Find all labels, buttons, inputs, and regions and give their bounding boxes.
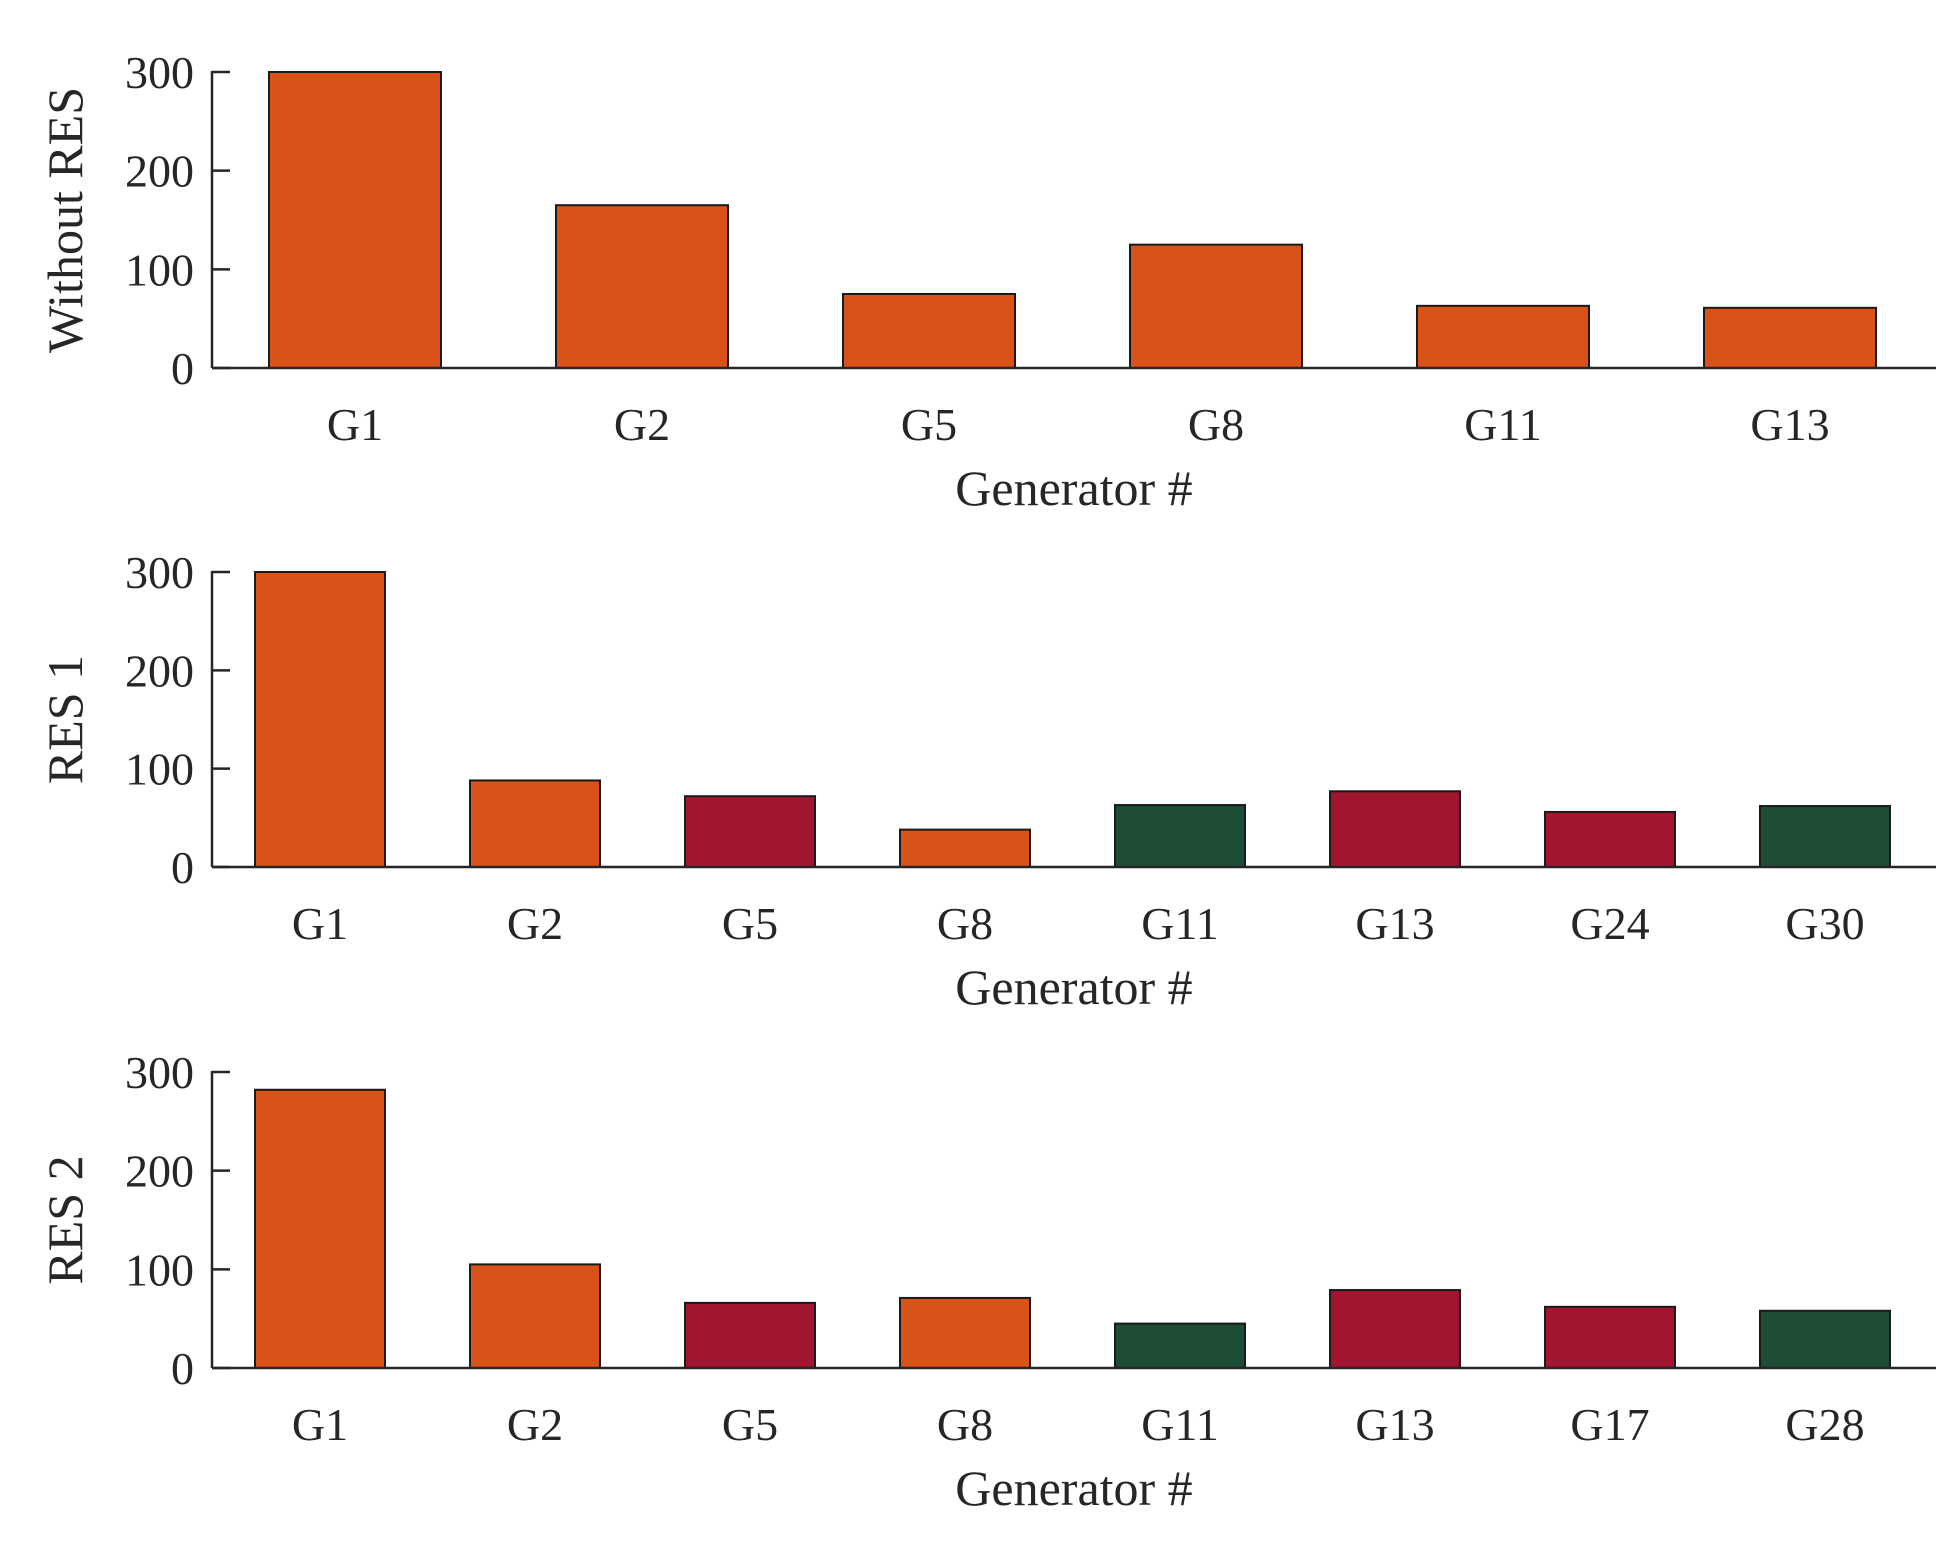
bar-g1 bbox=[268, 71, 442, 369]
bar-g8 bbox=[1129, 243, 1303, 370]
y-tick-label: 0 bbox=[171, 842, 194, 893]
x-tick-label: G28 bbox=[1785, 1399, 1864, 1450]
bar-g13 bbox=[1329, 1289, 1461, 1370]
bar-g1 bbox=[254, 571, 386, 868]
x-tick-label: G1 bbox=[292, 1399, 348, 1450]
y-tick-label: 200 bbox=[125, 146, 194, 197]
y-tick-label: 0 bbox=[171, 1343, 194, 1394]
bar-g1 bbox=[254, 1088, 386, 1369]
bar-g8 bbox=[899, 828, 1031, 869]
chart-panel-2: G1 G2 G5 G8 G11 G13 G24 G30 0 100 200 300 RES 1 Gener… bbox=[37, 547, 1936, 1015]
bar-g11 bbox=[1114, 804, 1246, 868]
x-tick-label: G2 bbox=[614, 399, 670, 450]
x-tick-label: G1 bbox=[327, 399, 383, 450]
y-axis-label: Without RES bbox=[37, 87, 93, 353]
y-tick-label: 300 bbox=[125, 1047, 194, 1098]
x-axis-label: Generator # bbox=[955, 1460, 1192, 1516]
bar-g5 bbox=[684, 795, 816, 869]
y-tick-label: 300 bbox=[125, 47, 194, 98]
bar-g11 bbox=[1114, 1322, 1246, 1369]
y-tick-label: 200 bbox=[125, 1146, 194, 1197]
x-tick-label: G30 bbox=[1785, 898, 1864, 949]
x-tick-label: G24 bbox=[1570, 898, 1649, 949]
x-tick-label: G8 bbox=[937, 1399, 993, 1450]
chart-panel-1: G1 G2 G5 G8 G11 G13 0 100 200 300 Without RES Gener… bbox=[37, 47, 1936, 516]
x-tick-label: G8 bbox=[1188, 399, 1244, 450]
y-tick-label: 300 bbox=[125, 547, 194, 598]
x-tick-label: G5 bbox=[722, 898, 778, 949]
x-tick-label: G2 bbox=[507, 1399, 563, 1450]
bar-g11 bbox=[1416, 304, 1590, 369]
bar-g28 bbox=[1759, 1309, 1891, 1369]
bar-g13 bbox=[1329, 790, 1461, 868]
bar-g24 bbox=[1544, 810, 1676, 869]
y-tick-label: 200 bbox=[125, 645, 194, 696]
x-tick-label: G13 bbox=[1355, 898, 1434, 949]
y-tick-label: 100 bbox=[125, 244, 194, 295]
x-axis-label: Generator # bbox=[955, 460, 1192, 516]
bar-g2 bbox=[469, 1263, 601, 1370]
x-tick-label: G11 bbox=[1464, 399, 1542, 450]
x-tick-label: G5 bbox=[722, 1399, 778, 1450]
x-axis-label: Generator # bbox=[955, 959, 1192, 1015]
y-axis-label: RES 2 bbox=[37, 1155, 93, 1284]
y-tick-label: 100 bbox=[125, 1244, 194, 1295]
bar-g13 bbox=[1703, 306, 1877, 369]
x-tick-label: G13 bbox=[1750, 399, 1829, 450]
x-tick-label: G17 bbox=[1570, 1399, 1649, 1450]
x-tick-label: G2 bbox=[507, 898, 563, 949]
bar-g2 bbox=[469, 779, 601, 869]
x-tick-label: G11 bbox=[1141, 898, 1219, 949]
x-tick-label: G8 bbox=[937, 898, 993, 949]
bar-g5 bbox=[842, 293, 1016, 369]
bar-g17 bbox=[1544, 1305, 1676, 1369]
y-tick-label: 0 bbox=[171, 343, 194, 394]
bar-g5 bbox=[684, 1301, 816, 1370]
y-tick-label: 100 bbox=[125, 744, 194, 795]
bar-g30 bbox=[1759, 805, 1891, 868]
chart-panel-3: G1 G2 G5 G8 G11 G13 G17 G28 0 100 200 300 RES 2 Gener… bbox=[37, 1047, 1936, 1516]
y-axis-label: RES 1 bbox=[37, 655, 93, 784]
x-tick-label: G5 bbox=[901, 399, 957, 450]
x-tick-label: G1 bbox=[292, 898, 348, 949]
x-tick-label: G11 bbox=[1141, 1399, 1219, 1450]
bar-g2 bbox=[555, 204, 729, 369]
bar-g8 bbox=[899, 1296, 1031, 1369]
x-tick-label: G13 bbox=[1355, 1399, 1434, 1450]
